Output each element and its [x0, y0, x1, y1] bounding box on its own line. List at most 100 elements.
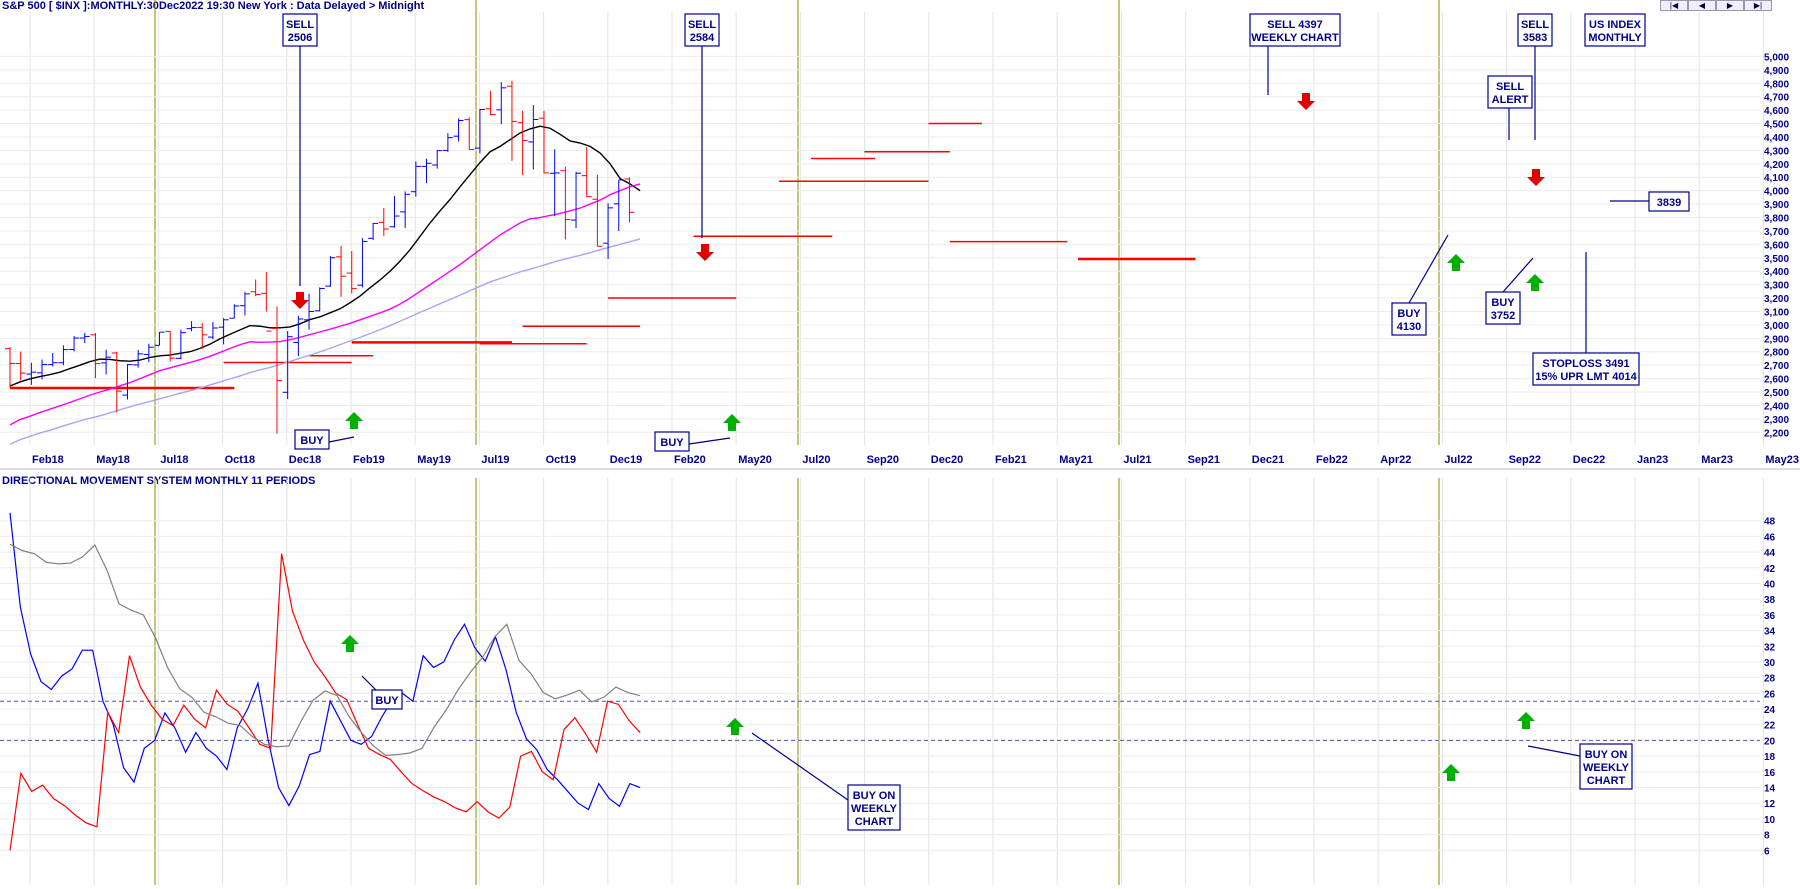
x-tick-label: Feb20 — [674, 454, 706, 466]
ohlc-bar — [5, 347, 15, 388]
y-tick-label: 4,400 — [1764, 133, 1789, 144]
sell-arrow-icon — [291, 292, 309, 309]
previous-page-button[interactable]: ◀ — [1688, 0, 1716, 11]
x-tick-label: May18 — [96, 454, 130, 466]
svg-text:BUY ON: BUY ON — [853, 790, 896, 802]
svg-text:SELL: SELL — [1496, 81, 1524, 93]
buy-label: BUY — [294, 429, 330, 450]
y-tick-label: 3,000 — [1764, 321, 1789, 332]
svg-text:15% UPR LMT 4014: 15% UPR LMT 4014 — [1535, 371, 1637, 383]
x-tick-label: Feb22 — [1316, 454, 1348, 466]
y-tick-label: 34 — [1764, 627, 1776, 638]
y-tick-label: 2,200 — [1764, 428, 1789, 439]
ohlc-bar — [133, 350, 144, 368]
svg-text:US INDEX: US INDEX — [1589, 19, 1642, 31]
moving-average-line — [9, 238, 641, 446]
x-tick-label: Sep20 — [867, 454, 899, 466]
svg-text:BUY: BUY — [375, 695, 399, 707]
y-tick-label: 48 — [1764, 517, 1776, 528]
svg-text:SELL: SELL — [1521, 19, 1549, 31]
ohlc-bar — [37, 359, 48, 380]
x-tick-label: Feb18 — [32, 454, 64, 466]
ohlc-bar — [47, 352, 58, 367]
ohlc-bar — [175, 329, 186, 360]
y-tick-label: 14 — [1764, 784, 1776, 795]
buy-arrow-icon — [726, 718, 744, 735]
y-tick-label: 26 — [1764, 689, 1776, 700]
buy-arrow-icon — [1517, 712, 1535, 729]
y-tick-label: 4,600 — [1764, 106, 1789, 117]
x-tick-label: Dec19 — [610, 454, 642, 466]
svg-text:3752: 3752 — [1491, 310, 1515, 322]
y-tick-label: 3,900 — [1764, 200, 1789, 211]
ohlc-bar — [304, 293, 315, 330]
last-page-button[interactable]: ▶| — [1744, 0, 1772, 11]
next-page-button[interactable]: ▶ — [1716, 0, 1744, 11]
callout-line — [361, 675, 377, 691]
y-tick-label: 3,500 — [1764, 254, 1789, 265]
ohlc-bar — [15, 351, 26, 381]
x-tick-label: May20 — [738, 454, 772, 466]
ohlc-bar — [186, 321, 197, 332]
y-tick-label: 2,900 — [1764, 334, 1789, 345]
ohlc-bar — [453, 118, 464, 142]
chart-title: S&P 500 [ $INX ]:MONTHLY:30Dec2022 19:30… — [2, 0, 425, 12]
x-tick-label: Sep21 — [1188, 454, 1220, 466]
first-page-button[interactable]: |◀ — [1660, 0, 1688, 11]
x-tick-label: Dec22 — [1573, 454, 1605, 466]
x-tick-label: Jul22 — [1444, 454, 1472, 466]
ohlc-bar — [442, 133, 453, 152]
svg-text:MONTHLY: MONTHLY — [1588, 32, 1642, 44]
svg-text:SELL 4397: SELL 4397 — [1267, 19, 1322, 31]
y-tick-label: 12 — [1764, 799, 1776, 810]
ohlc-bar — [603, 203, 614, 259]
x-tick-label: Jul18 — [160, 454, 188, 466]
buy-label: BUY — [654, 431, 690, 452]
x-tick-label: Apr22 — [1380, 454, 1411, 466]
ohlc-bar — [571, 171, 582, 229]
x-tick-label: Dec20 — [931, 454, 963, 466]
ohlc-bar — [122, 364, 133, 400]
y-tick-label: 28 — [1764, 674, 1776, 685]
ohlc-bar — [357, 238, 368, 288]
y-tick-label: 3,200 — [1764, 294, 1789, 305]
y-tick-label: 18 — [1764, 752, 1776, 763]
ohlc-bar — [517, 110, 528, 176]
x-tick-label: Oct18 — [225, 454, 256, 466]
svg-text:4130: 4130 — [1397, 321, 1421, 333]
ohlc-bar — [528, 105, 539, 170]
ohlc-bar — [496, 82, 507, 125]
ohlc-bar — [464, 117, 475, 150]
callout-line — [1408, 234, 1449, 304]
y-tick-label: 3,300 — [1764, 281, 1789, 292]
y-tick-label: 2,600 — [1764, 375, 1789, 386]
ohlc-bar — [400, 191, 411, 228]
svg-text:BUY ON: BUY ON — [1585, 749, 1628, 761]
ohlc-bar — [282, 331, 293, 400]
callout-line — [328, 436, 355, 443]
x-tick-label: Jul19 — [481, 454, 509, 466]
x-tick-label: Feb19 — [353, 454, 385, 466]
moving-average-line — [9, 183, 641, 426]
ohlc-bar — [69, 336, 80, 352]
y-tick-label: 44 — [1764, 548, 1776, 559]
callout-line — [1502, 257, 1534, 293]
ohlc-bar — [432, 150, 443, 169]
x-tick-label: Dec21 — [1252, 454, 1284, 466]
price-label: 3839 — [1648, 191, 1690, 212]
sell-arrow-icon — [1527, 169, 1545, 186]
svg-text:CHART: CHART — [1587, 775, 1626, 787]
callout-line — [751, 732, 849, 801]
buy-label: BUY — [371, 689, 403, 710]
moving-average-line — [9, 125, 641, 387]
y-tick-label: 3,400 — [1764, 267, 1789, 278]
ohlc-bar — [389, 196, 400, 228]
ohlc-bar — [207, 322, 218, 340]
ohlc-bar — [111, 351, 122, 413]
dmi-line — [9, 553, 641, 851]
